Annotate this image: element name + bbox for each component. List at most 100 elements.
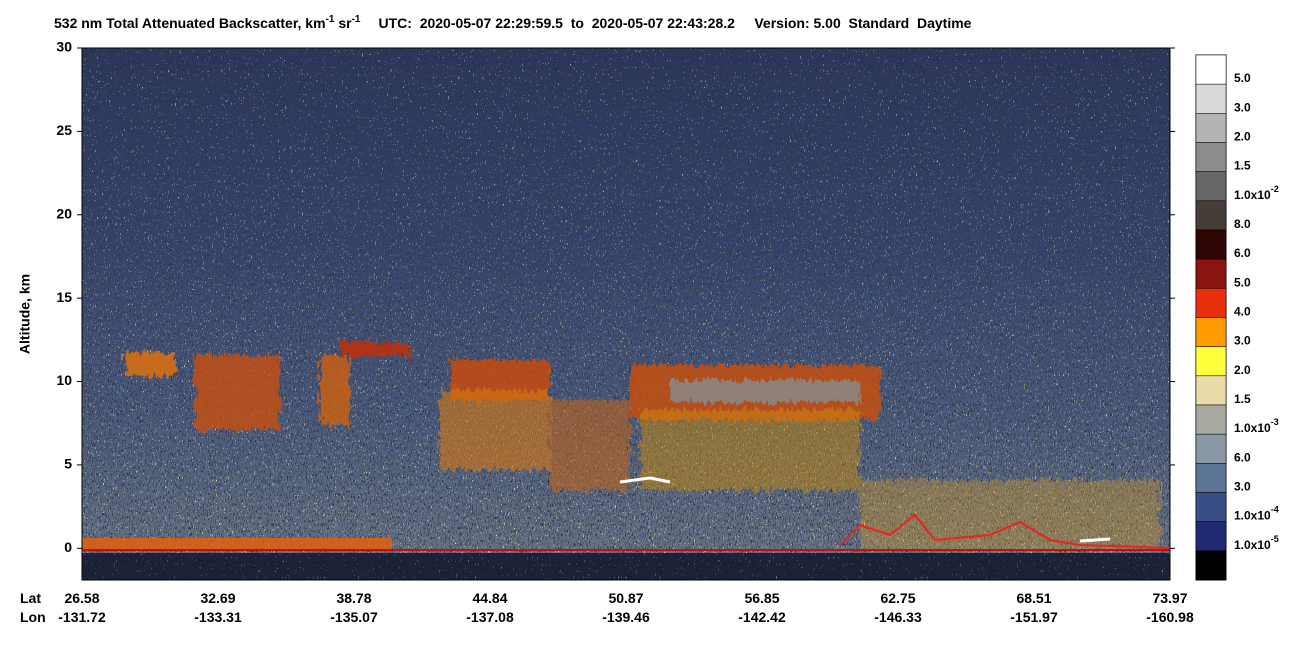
x-tick-label: 50.87 [608,590,643,606]
x-tick-label: 32.69 [200,590,235,606]
colorbar-label-text: 3.0 [1234,101,1251,115]
colorbar-label-text: 3.0 [1234,480,1251,494]
colorbar-label-text: 1.5 [1234,159,1251,173]
colorbar-swatch [1195,317,1227,347]
colorbar-swatch [1195,113,1227,143]
x-tick-label: 56.85 [744,590,779,606]
colorbar-label-sup: -3 [1271,418,1279,428]
colorbar-label-text: 1.0x10 [1234,421,1271,435]
colorbar-label: 2.0 [1234,130,1251,144]
colorbar-swatch [1195,463,1227,493]
colorbar-label: 8.0 [1234,217,1251,231]
x-row-name: Lon [20,609,46,625]
colorbar-swatch [1195,288,1227,318]
colorbar-label: 1.0x10-4 [1234,505,1279,523]
y-tick-label: 0 [64,539,72,555]
plot-frame [81,47,1171,581]
x-tick-label: -131.72 [58,609,106,625]
x-tick-label: 62.75 [880,590,915,606]
title-text: 532 nm Total Attenuated Backscatter, km [54,15,326,31]
colorbar-swatch [1195,83,1227,114]
colorbar-label: 1.0x10-5 [1234,534,1279,552]
colorbar-swatch [1195,550,1227,581]
colorbar-label-text: 3.0 [1234,334,1251,348]
colorbar-swatch [1195,200,1227,231]
colorbar-label: 2.0 [1234,363,1251,377]
y-tick-label: 30 [56,39,72,55]
colorbar-label-sup: -2 [1271,184,1279,194]
x-tick-label: 73.97 [1152,590,1187,606]
colorbar-label: 5.0 [1234,71,1251,85]
bright-layer [1079,537,1111,543]
colorbar-swatch [1195,142,1227,172]
x-tick-label: 26.58 [64,590,99,606]
colorbar-label-text: 6.0 [1234,246,1251,260]
title-sup: -1 [352,14,361,25]
x-tick-label: -160.98 [1146,609,1194,625]
x-tick-label: -151.97 [1010,609,1058,625]
cloud [125,352,175,376]
colorbar-label: 3.0 [1234,101,1251,115]
y-tick-label: 10 [56,372,72,388]
cloud [195,355,280,430]
colorbar-label: 1.0x10-2 [1234,184,1279,202]
y-axis-label: Altitude, km [17,274,33,354]
colorbar-label-text: 2.0 [1234,363,1251,377]
colorbar-swatch [1195,375,1227,406]
x-tick-label: -142.42 [738,609,786,625]
colorbar-label: 1.0x10-3 [1234,418,1279,436]
y-tick-label: 15 [56,289,72,305]
colorbar-label-text: 5.0 [1234,276,1251,290]
bright-layer [619,476,671,484]
colorbar-label-sup: -4 [1271,505,1279,515]
colorbar-label-sup: -5 [1271,534,1279,544]
colorbar-swatch [1195,492,1227,522]
cloud [550,400,630,490]
subsurface-noise [82,553,1170,580]
title-utc: UTC: 2020-05-07 22:29:59.5 to 2020-05-07… [378,15,971,31]
colorbar-label: 5.0 [1234,276,1251,290]
y-tick-label: 20 [56,205,72,221]
cloud [320,355,350,425]
cloud [340,342,410,356]
chart-title: 532 nm Total Attenuated Backscatter, km-… [54,14,972,31]
colorbar-swatch [1195,521,1227,552]
colorbar-label: 3.0 [1234,334,1251,348]
colorbar-label-text: 1.0x10 [1234,538,1271,552]
colorbar-label: 4.0 [1234,305,1251,319]
colorbar-swatch [1195,404,1227,435]
colorbar-label-text: 5.0 [1234,71,1251,85]
cloud [640,410,860,490]
cloud [440,390,550,470]
colorbar-label-text: 1.0x10 [1234,188,1271,202]
x-tick-label: 38.78 [336,590,371,606]
colorbar-label-text: 4.0 [1234,305,1251,319]
title-sup: -1 [326,14,335,25]
x-tick-label: -133.31 [194,609,242,625]
x-tick-label: 68.51 [1016,590,1051,606]
clouds [125,342,1160,550]
colorbar-swatch [1195,229,1227,260]
colorbar-label-text: 1.5 [1234,392,1251,406]
colorbar-label: 6.0 [1234,246,1251,260]
cloud [860,480,1160,550]
colorbar-label: 3.0 [1234,480,1251,494]
title-text: sr [334,15,352,31]
x-tick-label: -139.46 [602,609,650,625]
colorbar-label-text: 6.0 [1234,451,1251,465]
x-row-name: Lat [20,590,41,606]
x-tick-label: 44.84 [472,590,507,606]
colorbar-label-text: 1.0x10 [1234,509,1271,523]
x-tick-label: -137.08 [466,609,514,625]
surface-return [82,538,392,550]
colorbar-swatch [1195,54,1227,85]
colorbar-label: 1.5 [1234,392,1251,406]
backscatter-image [82,48,1171,580]
y-tick-label: 5 [64,456,72,472]
colorbar-swatch [1195,258,1227,289]
surface-terrain [839,513,1171,549]
colorbar-swatch [1195,433,1227,464]
colorbar-swatch [1195,171,1227,202]
colorbar-label-text: 8.0 [1234,217,1251,231]
